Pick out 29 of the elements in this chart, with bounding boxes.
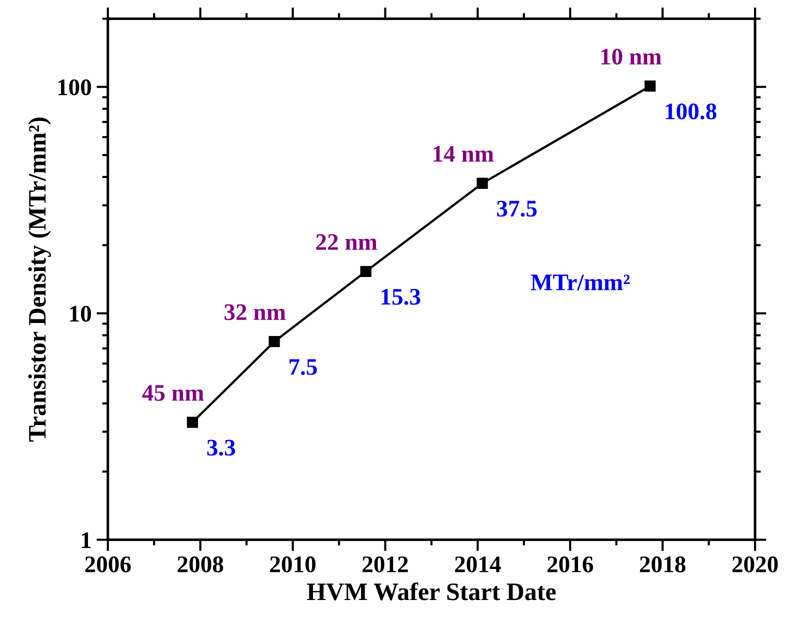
x-tick-label: 2008 <box>178 556 224 572</box>
y-tick-label: 1 <box>82 532 91 548</box>
annotation: 14 nm <box>434 146 494 162</box>
annotation: 10 nm <box>601 48 662 65</box>
point <box>644 80 656 92</box>
x-tick-label: 2020 <box>732 556 778 572</box>
x-tick-label: 2012 <box>362 556 408 572</box>
data-label: 15.3 <box>382 288 420 305</box>
data-label: 3.3 <box>207 440 236 456</box>
data-label: 37.5 <box>497 200 537 217</box>
data-label: 100.8 <box>666 103 716 120</box>
annotation: MTr/mm² <box>530 274 630 290</box>
x-tick-label: 2018 <box>640 556 686 572</box>
x-tick-label: 2014 <box>455 556 501 572</box>
point <box>186 416 198 428</box>
data-label: 7.5 <box>290 359 317 375</box>
x-tick-label: 2016 <box>548 556 594 572</box>
point <box>360 266 372 278</box>
point <box>476 178 488 189</box>
annotation: 32 nm <box>224 304 286 320</box>
point <box>268 336 280 348</box>
y-tick-label: 10 <box>70 306 91 322</box>
y-axis-title: Transistor Density (MTr/mm²) <box>28 118 51 442</box>
x-axis-title: HVM Wafer Start Date <box>307 582 556 600</box>
y-tick-label: 100 <box>58 79 91 96</box>
annotation: 45 nm <box>142 385 204 401</box>
annotation: 22 nm <box>316 234 378 250</box>
x-tick-label: 2010 <box>270 556 316 572</box>
x-tick-label: 2006 <box>85 556 131 572</box>
